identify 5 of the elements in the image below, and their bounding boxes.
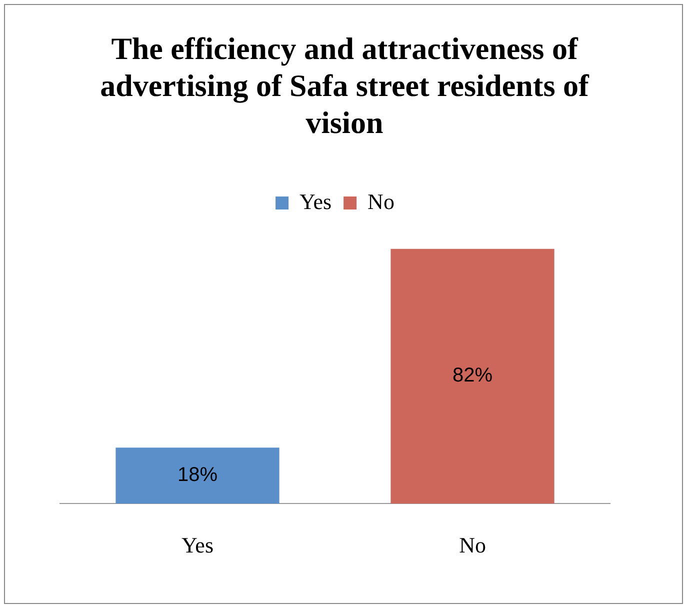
chart-title: The efficiency and attractiveness of advertising of Safa street residents of vision xyxy=(99,30,590,141)
legend-label: Yes xyxy=(300,188,332,214)
data-label: 82% xyxy=(452,364,493,387)
data-label: 18% xyxy=(177,464,218,486)
legend-label: No xyxy=(368,188,394,214)
